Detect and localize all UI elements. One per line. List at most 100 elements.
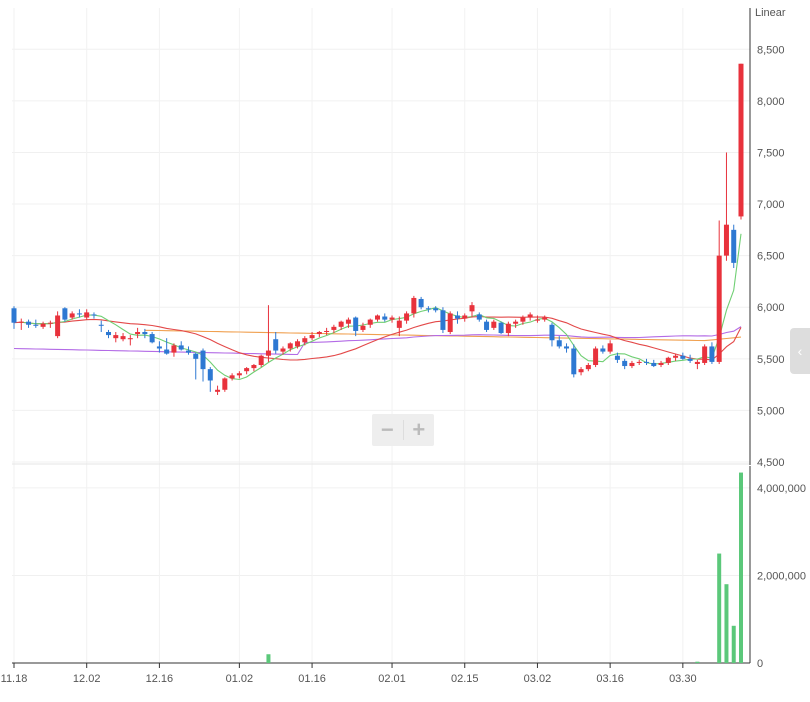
candle <box>723 152 729 261</box>
candle-body <box>673 355 679 358</box>
candle-body <box>513 321 519 324</box>
ma5-line <box>21 233 742 381</box>
candle-body <box>309 335 315 339</box>
candle <box>731 224 737 269</box>
x-tick-label: 11.18 <box>1 673 28 685</box>
candle <box>345 317 351 328</box>
candle-body <box>353 317 359 331</box>
candle-body <box>680 355 686 359</box>
candle <box>84 309 90 320</box>
candle <box>11 306 17 329</box>
candle-body <box>643 361 649 363</box>
candle-body <box>76 313 82 315</box>
candle <box>622 358 628 370</box>
candle-body <box>360 325 366 330</box>
candle-body <box>207 369 213 381</box>
candle-body <box>614 355 620 360</box>
candle-body <box>287 343 293 349</box>
candle-body <box>716 255 722 362</box>
zoom-out-button[interactable]: − <box>380 417 394 442</box>
candle <box>505 321 511 337</box>
candle-body <box>55 315 61 337</box>
candle <box>513 319 519 328</box>
candle <box>76 309 82 318</box>
candle <box>556 336 562 349</box>
candle-body <box>629 362 635 367</box>
scale-type-label: Linear <box>755 7 786 19</box>
candle-body <box>578 369 584 373</box>
candle-body <box>135 331 141 335</box>
candle-body <box>149 334 155 343</box>
candle-body <box>113 335 119 339</box>
candle <box>396 316 402 337</box>
volume-bar <box>731 625 736 663</box>
candle-body <box>694 361 700 364</box>
candle-body <box>556 340 562 347</box>
volume-tick-label: 0 <box>757 658 763 670</box>
candle-body <box>534 319 540 321</box>
candle <box>178 341 184 351</box>
candle-body <box>454 315 460 319</box>
candle <box>389 315 395 323</box>
candle <box>585 362 591 372</box>
candle-body <box>709 346 715 362</box>
candle-body <box>593 348 599 366</box>
volume-bar <box>695 661 700 663</box>
candle-body <box>265 350 271 356</box>
zoom-in-button[interactable]: + <box>412 417 426 442</box>
candle <box>185 346 191 355</box>
candle-body <box>316 331 322 335</box>
candle <box>694 359 700 370</box>
candle <box>26 319 32 328</box>
candle <box>571 344 577 378</box>
candle-body <box>98 324 104 326</box>
candle-body <box>229 375 235 379</box>
candle <box>171 343 177 357</box>
candle-body <box>11 308 17 323</box>
candle <box>207 367 213 392</box>
candle-body <box>425 308 431 310</box>
candle-body <box>723 224 729 256</box>
expand-panel-button[interactable]: ‹ <box>790 328 810 374</box>
candle <box>295 339 301 349</box>
candle-body <box>469 305 475 312</box>
candle <box>534 315 540 323</box>
candle-body <box>273 339 279 351</box>
x-tick-label: 01.02 <box>226 673 254 685</box>
candle <box>193 352 199 380</box>
candle-body <box>280 348 286 352</box>
candle <box>156 341 162 353</box>
candle-body <box>178 345 184 350</box>
candle-body <box>491 321 497 328</box>
candle <box>367 318 373 328</box>
candle <box>607 340 613 354</box>
candle-body <box>571 348 577 375</box>
candle <box>91 312 97 319</box>
candle <box>600 345 606 354</box>
candle <box>273 331 279 354</box>
candle-body <box>542 317 548 320</box>
candle-body <box>367 319 373 325</box>
x-tick-label: 03.16 <box>596 673 624 685</box>
candle <box>382 313 388 322</box>
candle-body <box>396 320 402 328</box>
candle <box>716 220 722 364</box>
candle-body <box>651 362 657 367</box>
x-tick-label: 03.02 <box>524 673 552 685</box>
candle-body <box>549 324 555 341</box>
candle <box>542 315 548 322</box>
candle-body <box>738 63 744 217</box>
candle <box>142 328 148 339</box>
candle <box>244 367 250 375</box>
volume-tick-label: 4,000,000 <box>757 483 806 495</box>
candle-body <box>26 321 32 325</box>
candle-body <box>505 323 511 334</box>
candle <box>338 320 344 330</box>
candle <box>418 296 424 310</box>
zoom-controls: − + <box>372 414 434 446</box>
candle-body <box>120 336 126 340</box>
candle <box>629 360 635 369</box>
candle-body <box>258 355 264 366</box>
